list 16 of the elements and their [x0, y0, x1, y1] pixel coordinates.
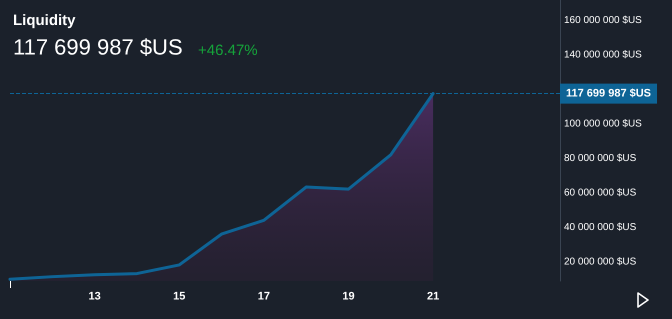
y-tick-label: 60 000 000 $US — [564, 188, 637, 199]
x-tick-label: 13 — [88, 290, 101, 302]
x-tick-label: 17 — [258, 290, 270, 302]
x-tick-label: 19 — [342, 290, 355, 302]
ref-line-label: 117 699 987 $US — [566, 88, 652, 100]
y-tick-label: 40 000 000 $US — [564, 222, 637, 234]
y-tick-label: 100 000 000 $US — [564, 118, 642, 130]
x-tick-label: 15 — [173, 290, 186, 302]
y-tick-label: 160 000 000 $US — [564, 15, 642, 26]
y-tick-label: 140 000 000 $US — [564, 50, 642, 61]
x-tick-label: 21 — [426, 290, 440, 302]
text: Liquidity — [13, 12, 76, 29]
y-tick-label: 20 000 000 $US — [564, 256, 637, 268]
text: 117 699 987 $US — [13, 34, 183, 60]
y-tick-label: 80 000 000 $US — [564, 153, 637, 164]
annotation: +46.47% — [198, 42, 258, 59]
